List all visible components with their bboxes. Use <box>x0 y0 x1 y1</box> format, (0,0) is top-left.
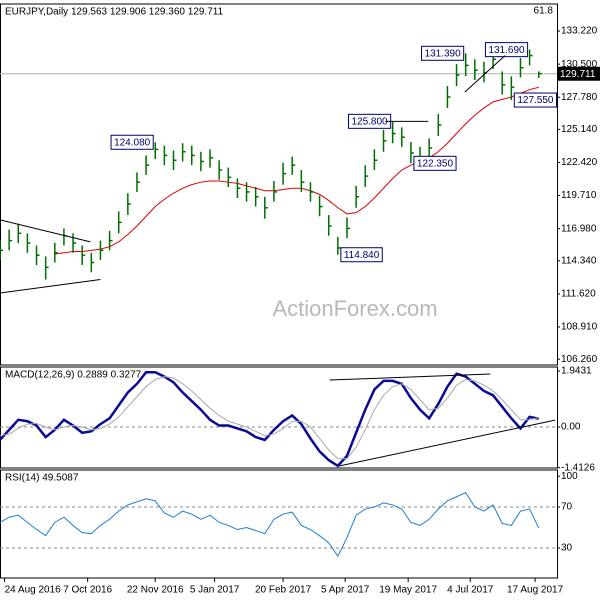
panel-title: MACD(12,26,9) 0.2889 0.3277 <box>5 370 142 381</box>
annotation-box <box>513 92 558 108</box>
current-price-label: 129.711 <box>560 69 596 80</box>
y-tick-label: 130.500 <box>561 59 598 70</box>
trendline <box>0 279 101 294</box>
annotation-label: 122.350 <box>417 158 454 169</box>
annotation-label: 125.800 <box>351 116 388 127</box>
annotation-label: 127.550 <box>517 95 554 106</box>
y-tick-label: 70 <box>561 502 573 513</box>
annotation-label: 114.840 <box>344 250 380 261</box>
y-tick-label: -1.4126 <box>561 462 595 473</box>
x-tick-label: 7 Oct 2016 <box>63 585 112 596</box>
watermark: ActionForex.com <box>272 296 437 321</box>
x-tick-label: 17 Aug 2017 <box>507 585 564 596</box>
annotation-box <box>110 134 154 150</box>
y-tick-label: 108.910 <box>561 322 598 333</box>
panel-frame <box>0 3 558 366</box>
moving-average <box>54 86 539 255</box>
x-tick-label: 4 Jul 2017 <box>447 585 494 596</box>
trendline <box>0 219 91 243</box>
annotation-box <box>413 155 457 171</box>
x-tick-label: 24 Aug 2016 <box>5 585 62 596</box>
panel-frame <box>0 366 558 469</box>
annotation-label: 131.390 <box>425 48 462 59</box>
x-tick-label: 19 May 2017 <box>379 585 437 596</box>
trendline <box>329 373 491 381</box>
y-tick-label: 106.260 <box>561 354 598 365</box>
panel-frame <box>0 469 558 579</box>
indicator-line <box>0 492 540 558</box>
panel-note: 61.8 <box>534 6 554 17</box>
panel-title: EURJPY,Daily 129.563 129.906 129.360 129… <box>5 7 224 18</box>
y-tick-label: 122.420 <box>561 157 598 168</box>
x-tick-label: 5 Apr 2017 <box>321 585 370 596</box>
y-tick-label: 133.220 <box>561 26 598 37</box>
trendline <box>464 55 506 93</box>
annotation-label: 124.080 <box>114 137 151 148</box>
annotation-box <box>340 247 383 263</box>
current-price-box <box>558 66 600 81</box>
panel-title: RSI(14) 49.5087 <box>5 473 79 484</box>
y-tick-label: 30 <box>561 543 573 554</box>
x-tick-label: 20 Feb 2017 <box>255 585 312 596</box>
indicator-line <box>0 376 539 460</box>
y-tick-label: 111.620 <box>561 289 596 300</box>
y-tick-label: 1.9431 <box>561 366 592 377</box>
y-tick-label: 125.140 <box>561 124 598 135</box>
y-tick-label: 119.710 <box>561 190 597 201</box>
y-tick-label: 114.340 <box>561 255 597 266</box>
annotation-label: 131.690 <box>488 45 525 56</box>
x-tick-label: 5 Jan 2017 <box>190 585 240 596</box>
trendline <box>339 419 556 467</box>
y-tick-label: 116.980 <box>561 223 597 234</box>
y-tick-label: 127.780 <box>561 92 598 103</box>
y-tick-label: 0.00 <box>561 422 581 433</box>
y-tick-label: 100 <box>561 471 578 482</box>
annotation-box <box>421 45 465 61</box>
annotation-box <box>484 42 529 58</box>
x-tick-label: 22 Nov 2016 <box>127 585 184 596</box>
